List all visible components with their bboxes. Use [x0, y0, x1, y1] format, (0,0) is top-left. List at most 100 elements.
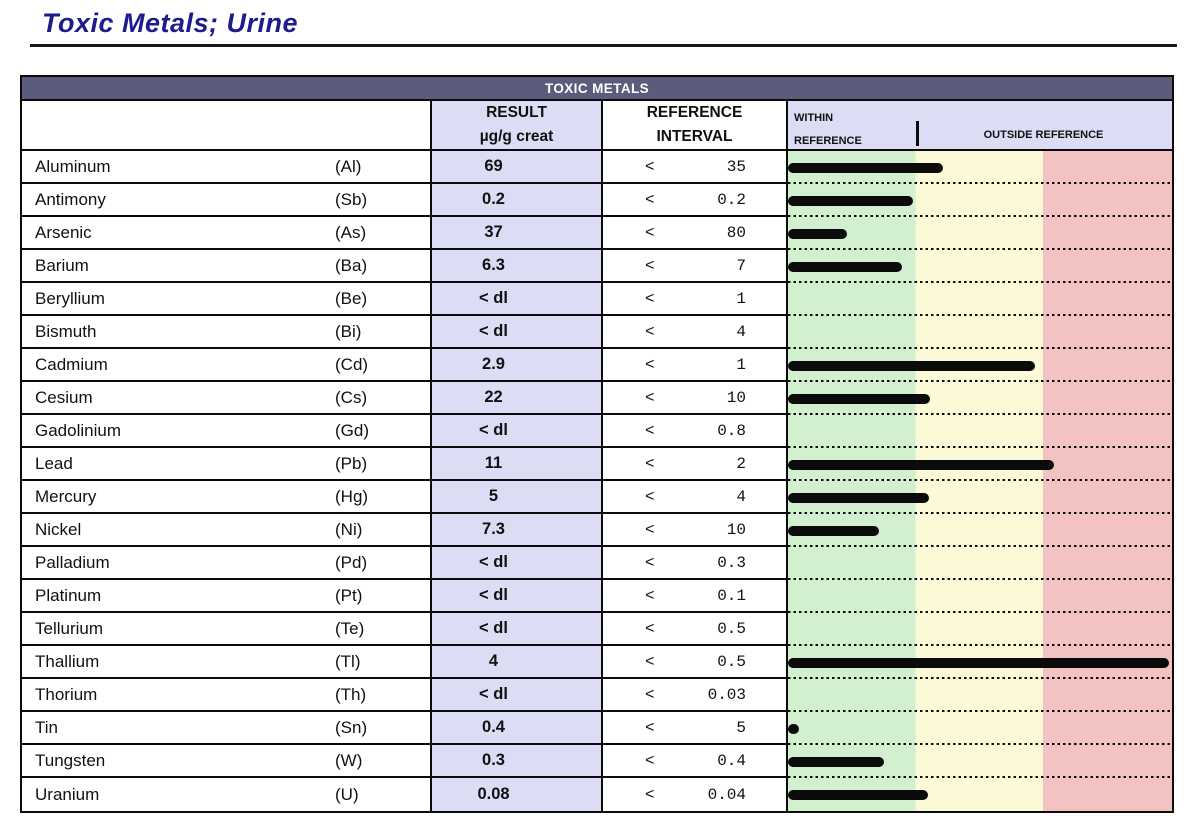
reference-operator: < [645, 454, 655, 473]
reference-interval-cell: < 4 [603, 316, 788, 350]
reference-value: 0.8 [717, 421, 746, 440]
reference-operator: < [645, 355, 655, 374]
table-row: Uranium (U) 0.08 < 0.04 [22, 778, 1172, 812]
result-value: 37 [484, 223, 503, 242]
reference-interval-cell: < 0.1 [603, 580, 788, 614]
table-row: Lead (Pb) 11 < 2 [22, 448, 1172, 482]
result-bar [788, 756, 884, 767]
reference-operator: < [645, 157, 655, 176]
result-value: < dl [479, 553, 508, 572]
header-cell-result: RESULT µg/g creat [432, 101, 603, 152]
result-value: 2.9 [482, 355, 505, 374]
reference-value: 0.2 [717, 190, 746, 209]
table-header-row: RESULT µg/g creat REFERENCE INTERVAL WIT… [22, 101, 1172, 152]
reference-operator: < [645, 223, 655, 242]
reference-operator: < [645, 619, 655, 638]
reference-range-chart-cell [788, 382, 1172, 416]
table-row: Arsenic (As) 37 < 80 [22, 217, 1172, 251]
result-bar [788, 162, 944, 173]
result-value: 7.3 [482, 520, 505, 539]
table-row: Cadmium (Cd) 2.9 < 1 [22, 349, 1172, 383]
metal-name-cell: Platinum (Pt) [22, 580, 432, 614]
result-cell: < dl [432, 415, 603, 449]
metal-name-cell: Tin (Sn) [22, 712, 432, 746]
metal-symbol: (Gd) [335, 420, 369, 440]
reference-operator: < [645, 256, 655, 275]
reference-interval-cell: < 2 [603, 448, 788, 482]
reference-value: 1 [736, 355, 746, 374]
result-cell: 7.3 [432, 514, 603, 548]
within-reference-label: WITHIN REFERENCE [794, 112, 862, 148]
result-cell: 0.4 [432, 712, 603, 746]
reference-value: 0.04 [707, 785, 746, 804]
result-cell: 11 [432, 448, 603, 482]
reference-interval-cell: < 4 [603, 481, 788, 515]
reference-operator: < [645, 718, 655, 737]
metal-name-cell: Mercury (Hg) [22, 481, 432, 515]
metal-name: Arsenic [35, 222, 92, 242]
metal-symbol: (Pt) [335, 585, 363, 605]
metal-name-cell: Tellurium (Te) [22, 613, 432, 647]
reference-interval-cell: < 0.5 [603, 613, 788, 647]
reference-operator: < [645, 322, 655, 341]
result-value: 0.4 [482, 718, 505, 737]
result-value: 4 [488, 652, 499, 671]
result-value: < dl [479, 322, 508, 341]
result-value: < dl [479, 586, 508, 605]
reference-value: 0.3 [717, 553, 746, 572]
metal-name-cell: Cesium (Cs) [22, 382, 432, 416]
reference-range-chart-cell [788, 184, 1172, 218]
metal-name: Gadolinium [35, 420, 121, 440]
reference-value: 0.5 [717, 652, 746, 671]
result-header-line1: RESULT [486, 104, 547, 121]
reference-interval-cell: < 0.8 [603, 415, 788, 449]
result-cell: 0.08 [432, 778, 603, 812]
reference-range-chart-cell [788, 514, 1172, 548]
reference-range-chart-cell [788, 613, 1172, 647]
header-cell-reference: REFERENCE INTERVAL [603, 101, 788, 152]
metal-name: Antimony [35, 189, 106, 209]
reference-operator: < [645, 785, 655, 804]
table-row: Thallium (Tl) 4 < 0.5 [22, 646, 1172, 680]
reference-interval-cell: < 10 [603, 514, 788, 548]
metal-name: Tungsten [35, 750, 106, 770]
metal-symbol: (Pb) [335, 453, 368, 473]
reference-header-line2: INTERVAL [656, 128, 733, 146]
reference-operator: < [645, 520, 655, 539]
result-cell: 0.3 [432, 745, 603, 779]
reference-range-chart-cell [788, 448, 1172, 482]
metal-symbol: (Sb) [335, 189, 368, 209]
result-bar [788, 393, 931, 404]
reference-interval-cell: < 80 [603, 217, 788, 251]
metal-symbol: (Pd) [335, 552, 368, 572]
table-row: Tin (Sn) 0.4 < 5 [22, 712, 1172, 746]
reference-range-chart-cell [788, 283, 1172, 317]
result-bar [788, 657, 1169, 668]
reference-range-chart-cell [788, 151, 1172, 185]
metal-name: Bismuth [35, 321, 97, 341]
metal-name-cell: Aluminum (Al) [22, 151, 432, 185]
table-row: Mercury (Hg) 5 < 4 [22, 481, 1172, 515]
metal-name: Thallium [35, 651, 100, 671]
table-row: Antimony (Sb) 0.2 < 0.2 [22, 184, 1172, 218]
metal-name-cell: Thallium (Tl) [22, 646, 432, 680]
metal-name-cell: Tungsten (W) [22, 745, 432, 779]
reference-interval-cell: < 1 [603, 349, 788, 383]
metal-name-cell: Arsenic (As) [22, 217, 432, 251]
result-cell: 69 [432, 151, 603, 185]
table-row: Tellurium (Te) < dl < 0.5 [22, 613, 1172, 647]
result-bar [788, 789, 929, 800]
metal-name: Uranium [35, 784, 100, 804]
reference-header-line1: REFERENCE [646, 104, 743, 121]
reference-interval-cell: < 7 [603, 250, 788, 284]
reference-range-chart-cell [788, 712, 1172, 746]
metal-name: Lead [35, 453, 73, 473]
metal-name: Cesium [35, 387, 93, 407]
result-cell: < dl [432, 679, 603, 713]
reference-range-chart-cell [788, 745, 1172, 779]
table-row: Aluminum (Al) 69 < 35 [22, 151, 1172, 185]
reference-range-chart-cell [788, 679, 1172, 713]
reference-operator: < [645, 586, 655, 605]
result-value: < dl [479, 619, 508, 638]
result-value: 0.08 [477, 785, 510, 804]
